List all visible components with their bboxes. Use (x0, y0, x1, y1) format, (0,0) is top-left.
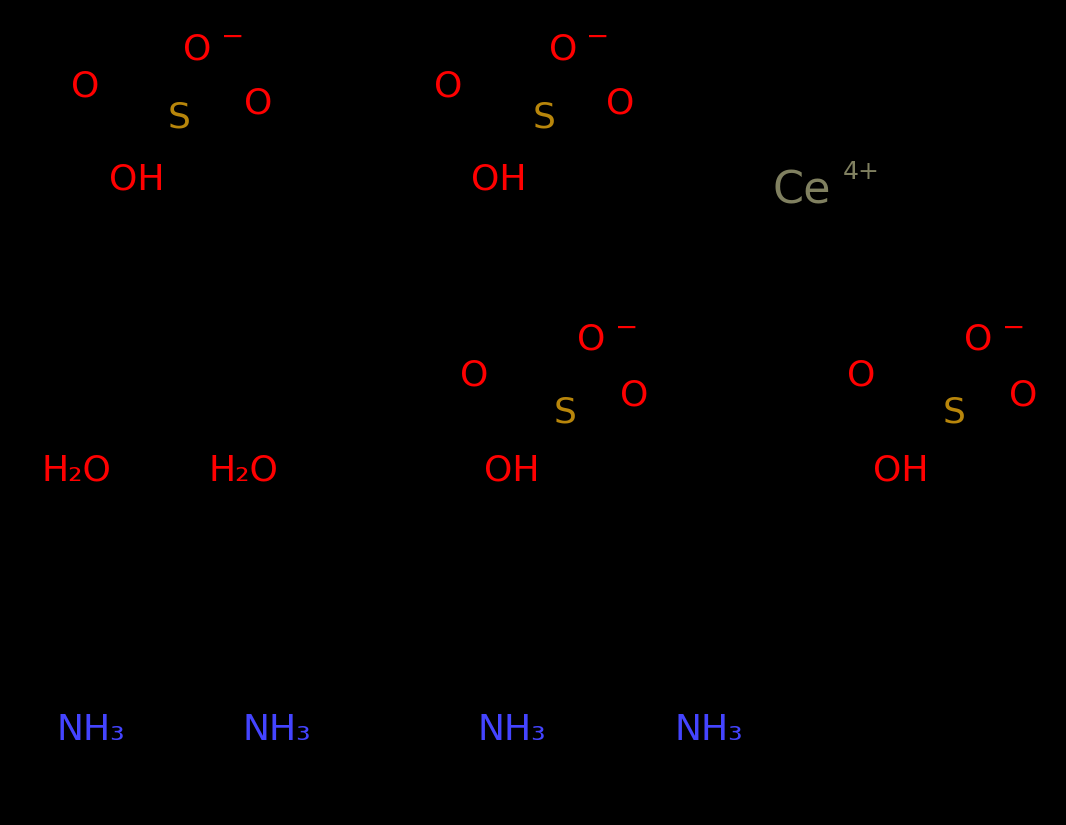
Text: O: O (847, 358, 875, 393)
Text: NH₃: NH₃ (243, 713, 311, 747)
Text: OH: OH (471, 163, 527, 197)
Text: OH: OH (484, 453, 539, 488)
Text: H₂O: H₂O (208, 453, 278, 488)
Text: O: O (183, 32, 211, 67)
Text: O: O (549, 32, 577, 67)
Text: OH: OH (109, 163, 164, 197)
Text: −: − (1002, 314, 1025, 342)
Text: O: O (461, 358, 488, 393)
Text: O: O (620, 379, 648, 413)
Text: NH₃: NH₃ (478, 713, 546, 747)
Text: S: S (942, 395, 966, 430)
Text: S: S (553, 395, 577, 430)
Text: S: S (167, 101, 191, 135)
Text: H₂O: H₂O (42, 453, 112, 488)
Text: O: O (965, 323, 992, 357)
Text: Ce: Ce (773, 170, 830, 213)
Text: OH: OH (873, 453, 928, 488)
Text: O: O (244, 86, 272, 120)
Text: O: O (71, 69, 99, 104)
Text: O: O (1010, 379, 1037, 413)
Text: −: − (615, 314, 639, 342)
Text: −: − (586, 23, 610, 51)
Text: NH₃: NH₃ (56, 713, 125, 747)
Text: O: O (607, 86, 634, 120)
Text: −: − (221, 23, 244, 51)
Text: S: S (532, 101, 555, 135)
Text: O: O (578, 323, 605, 357)
Text: 4+: 4+ (843, 159, 879, 184)
Text: NH₃: NH₃ (675, 713, 743, 747)
Text: O: O (434, 69, 462, 104)
